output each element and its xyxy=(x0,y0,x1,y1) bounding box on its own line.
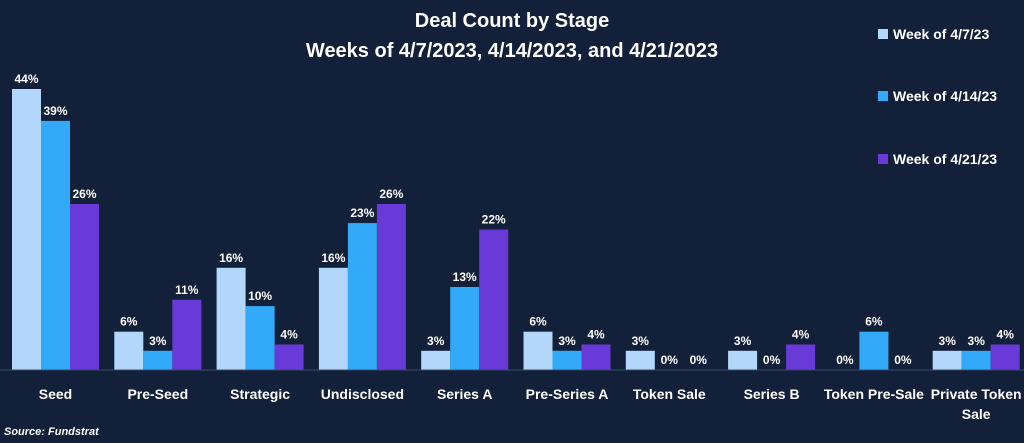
bar-series-b-week-1 xyxy=(728,350,758,370)
legend-item-week-3: Week of 4/21/23 xyxy=(878,151,997,167)
legend-swatch-week-2 xyxy=(878,91,888,101)
data-label-private-token-sale-week-2: 3% xyxy=(968,334,986,348)
data-label-series-a-week-3: 22% xyxy=(482,213,506,227)
data-label-undisclosed-week-3: 26% xyxy=(379,187,403,201)
data-label-seed-week-1: 44% xyxy=(14,72,38,86)
data-label-series-a-week-2: 13% xyxy=(453,270,477,284)
bar-series-a-week-3 xyxy=(479,229,509,370)
bar-strategic-week-3 xyxy=(274,344,304,370)
source-note: Source: Fundstrat xyxy=(4,426,99,438)
category-label-series-a: Series A xyxy=(437,386,493,402)
category-label-token-pre-sale: Token Pre-Sale xyxy=(824,386,924,402)
data-label-pre-series-a-week-1: 6% xyxy=(529,315,547,329)
category-label-undisclosed: Undisclosed xyxy=(321,386,404,402)
bar-strategic-week-1 xyxy=(216,267,246,370)
category-label-token-sale: Token Sale xyxy=(633,386,706,402)
category-label-series-b: Series B xyxy=(744,386,800,402)
data-label-token-pre-sale-week-1: 0% xyxy=(836,353,854,367)
data-label-series-b-week-3: 4% xyxy=(792,328,810,342)
category-label-strategic: Strategic xyxy=(230,386,290,402)
bar-pre-series-a-week-3 xyxy=(581,344,611,370)
data-label-token-pre-sale-week-2: 6% xyxy=(865,315,883,329)
bar-series-b-week-3 xyxy=(786,344,816,370)
legend-label-week-3: Week of 4/21/23 xyxy=(893,151,998,167)
bar-pre-series-a-week-2 xyxy=(552,350,582,370)
category-label-pre-seed: Pre-Seed xyxy=(127,386,188,402)
data-label-private-token-sale-week-3: 4% xyxy=(997,328,1015,342)
legend-item-week-1: Week of 4/7/23 xyxy=(878,26,989,42)
legend-item-week-2: Week of 4/14/23 xyxy=(878,88,997,104)
data-label-strategic-week-3: 4% xyxy=(280,328,298,342)
bar-seed-week-2 xyxy=(41,120,70,371)
chart-title: Deal Count by Stage xyxy=(414,10,610,32)
data-label-series-a-week-1: 3% xyxy=(427,334,445,348)
bar-token-sale-week-1 xyxy=(625,350,655,370)
bar-private-token-sale-week-3 xyxy=(990,344,1020,370)
bar-private-token-sale-week-1 xyxy=(932,350,962,370)
chart-title-block: Deal Count by Stage Weeks of 4/7/2023, 4… xyxy=(0,6,1024,66)
data-label-pre-seed-week-1: 6% xyxy=(120,315,138,329)
bar-undisclosed-week-3 xyxy=(376,204,406,370)
bar-strategic-week-2 xyxy=(245,306,275,370)
bar-seed-week-1 xyxy=(12,89,41,370)
data-label-undisclosed-week-2: 23% xyxy=(350,206,374,220)
bar-series-a-week-1 xyxy=(421,350,451,370)
chart-subtitle: Weeks of 4/7/2023, 4/14/2023, and 4/21/2… xyxy=(305,40,719,62)
bar-token-pre-sale-week-2 xyxy=(859,331,889,370)
data-label-pre-seed-week-2: 3% xyxy=(149,334,167,348)
bar-private-token-sale-week-2 xyxy=(961,350,991,370)
data-label-seed-week-2: 39% xyxy=(43,104,67,118)
bar-undisclosed-week-2 xyxy=(347,223,377,370)
data-label-undisclosed-week-1: 16% xyxy=(321,251,345,265)
data-label-token-pre-sale-week-3: 0% xyxy=(894,353,912,367)
bar-pre-seed-week-1 xyxy=(114,331,144,370)
category-label-private-token-sale-line-2: Sale xyxy=(962,406,991,422)
data-label-pre-seed-week-3: 11% xyxy=(175,283,199,297)
category-label-private-token-sale-line-1: Private Token xyxy=(931,386,1022,402)
bar-pre-seed-week-3 xyxy=(172,299,202,371)
data-label-token-sale-week-2: 0% xyxy=(661,353,679,367)
data-label-pre-series-a-week-3: 4% xyxy=(587,328,605,342)
bar-pre-seed-week-2 xyxy=(143,350,173,370)
data-label-series-b-week-2: 0% xyxy=(763,353,781,367)
category-label-pre-series-a: Pre-Series A xyxy=(526,386,609,402)
legend-swatch-week-3 xyxy=(878,154,888,164)
data-label-series-b-week-1: 3% xyxy=(734,334,752,348)
data-label-strategic-week-2: 10% xyxy=(248,289,272,303)
category-label-seed: Seed xyxy=(39,386,72,402)
data-label-private-token-sale-week-1: 3% xyxy=(939,334,957,348)
data-label-pre-series-a-week-2: 3% xyxy=(558,334,576,348)
bar-series-a-week-2 xyxy=(450,287,480,370)
bar-pre-series-a-week-1 xyxy=(523,331,553,370)
bar-seed-week-3 xyxy=(70,204,99,370)
legend-swatch-week-1 xyxy=(878,29,888,39)
data-label-seed-week-3: 26% xyxy=(72,187,96,201)
data-label-strategic-week-1: 16% xyxy=(219,251,243,265)
data-label-token-sale-week-3: 0% xyxy=(690,353,708,367)
bar-undisclosed-week-1 xyxy=(318,267,348,370)
legend-label-week-1: Week of 4/7/23 xyxy=(893,26,990,42)
legend-label-week-2: Week of 4/14/23 xyxy=(893,88,998,104)
data-label-token-sale-week-1: 3% xyxy=(632,334,650,348)
